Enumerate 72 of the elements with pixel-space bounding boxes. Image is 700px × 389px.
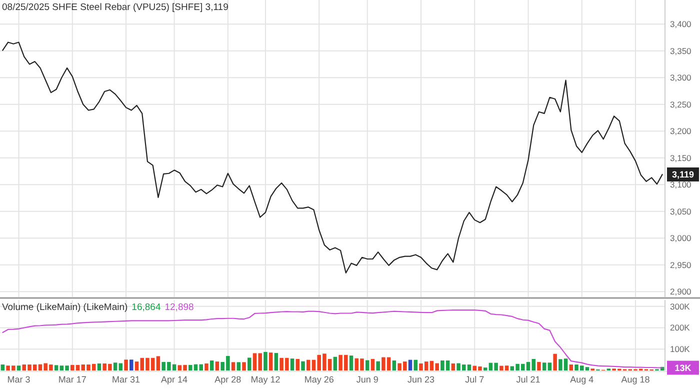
y-tick-label: 3,350: [670, 46, 692, 56]
bar: [124, 360, 128, 370]
bar: [264, 352, 268, 370]
x-tick-label: May 12: [250, 374, 280, 384]
bar: [0, 364, 5, 370]
x-tick-label: Aug 18: [621, 374, 650, 384]
y-tick-label: 3,100: [670, 180, 692, 190]
bar: [236, 362, 241, 370]
bar: [118, 363, 123, 370]
bar: [365, 360, 370, 370]
bar: [296, 358, 300, 370]
bar: [451, 363, 456, 370]
bar: [156, 356, 160, 370]
chart-title: 08/25/2025 SHFE Steel Rebar (VPU25) [SHFE] 3,119: [2, 2, 228, 13]
annotation: 13K: [674, 362, 692, 373]
bar: [242, 362, 246, 370]
y-tick-label: 3,000: [670, 233, 692, 244]
x-tick-label: Jul 7: [465, 374, 484, 384]
x-tick-label: Mar 17: [58, 374, 86, 384]
y-tick-label: 3,050: [670, 206, 692, 216]
bar: [54, 365, 58, 370]
y-tick-label: 2,900: [670, 286, 692, 297]
x-tick-label: May 26: [304, 374, 334, 384]
bar: [16, 366, 21, 370]
annotation: 16,864: [132, 302, 161, 313]
bar: [376, 361, 380, 370]
bar: [306, 360, 310, 370]
x-tick-label: Jun 9: [356, 374, 378, 384]
y-tick-label: 100K: [670, 344, 690, 354]
bar: [542, 362, 546, 370]
bar: [130, 360, 134, 370]
x-tick-label: Jul 21: [516, 374, 540, 384]
annotation: 3,119: [672, 170, 694, 180]
chart-title: Volume (LikeMain) (LikeMain): [2, 302, 128, 313]
y-tick-label: 3,250: [670, 99, 692, 110]
y-tick-label: 300K: [670, 301, 690, 312]
x-tick-label: Apr 14: [161, 374, 188, 384]
bar: [408, 360, 412, 370]
y-tick-label: 200K: [670, 322, 690, 333]
bar: [392, 360, 396, 370]
x-tick-label: Mar 31: [112, 374, 140, 384]
bar: [210, 360, 214, 370]
bar: [97, 363, 102, 370]
bar: [290, 358, 294, 370]
x-tick-label: Apr 28: [214, 374, 242, 384]
bar: [231, 362, 236, 370]
bar: [248, 358, 252, 370]
bar: [113, 362, 118, 370]
y-tick-label: 3,150: [670, 152, 692, 163]
bar: [548, 362, 552, 370]
y-tick-label: 3,400: [670, 19, 692, 30]
bar: [274, 352, 278, 370]
bar: [569, 364, 574, 370]
y-tick-label: 3,300: [670, 72, 692, 83]
y-tick-label: 3,200: [670, 126, 692, 136]
bar: [483, 368, 488, 370]
x-tick-label: Jun 23: [407, 374, 435, 384]
bar: [204, 363, 208, 370]
bar: [333, 356, 338, 370]
annotation: 12,898: [164, 302, 194, 313]
bar: [414, 360, 418, 370]
bar: [349, 356, 354, 370]
bar: [268, 352, 273, 370]
bar: [370, 358, 375, 370]
line-series: [2, 42, 663, 274]
x-tick-label: Mar 3: [7, 374, 30, 384]
bar: [301, 361, 305, 370]
bar: [215, 362, 220, 370]
bar: [537, 362, 541, 370]
y-tick-label: 2,950: [670, 260, 692, 270]
x-tick-label: Aug 4: [570, 374, 594, 384]
bar: [553, 354, 557, 370]
